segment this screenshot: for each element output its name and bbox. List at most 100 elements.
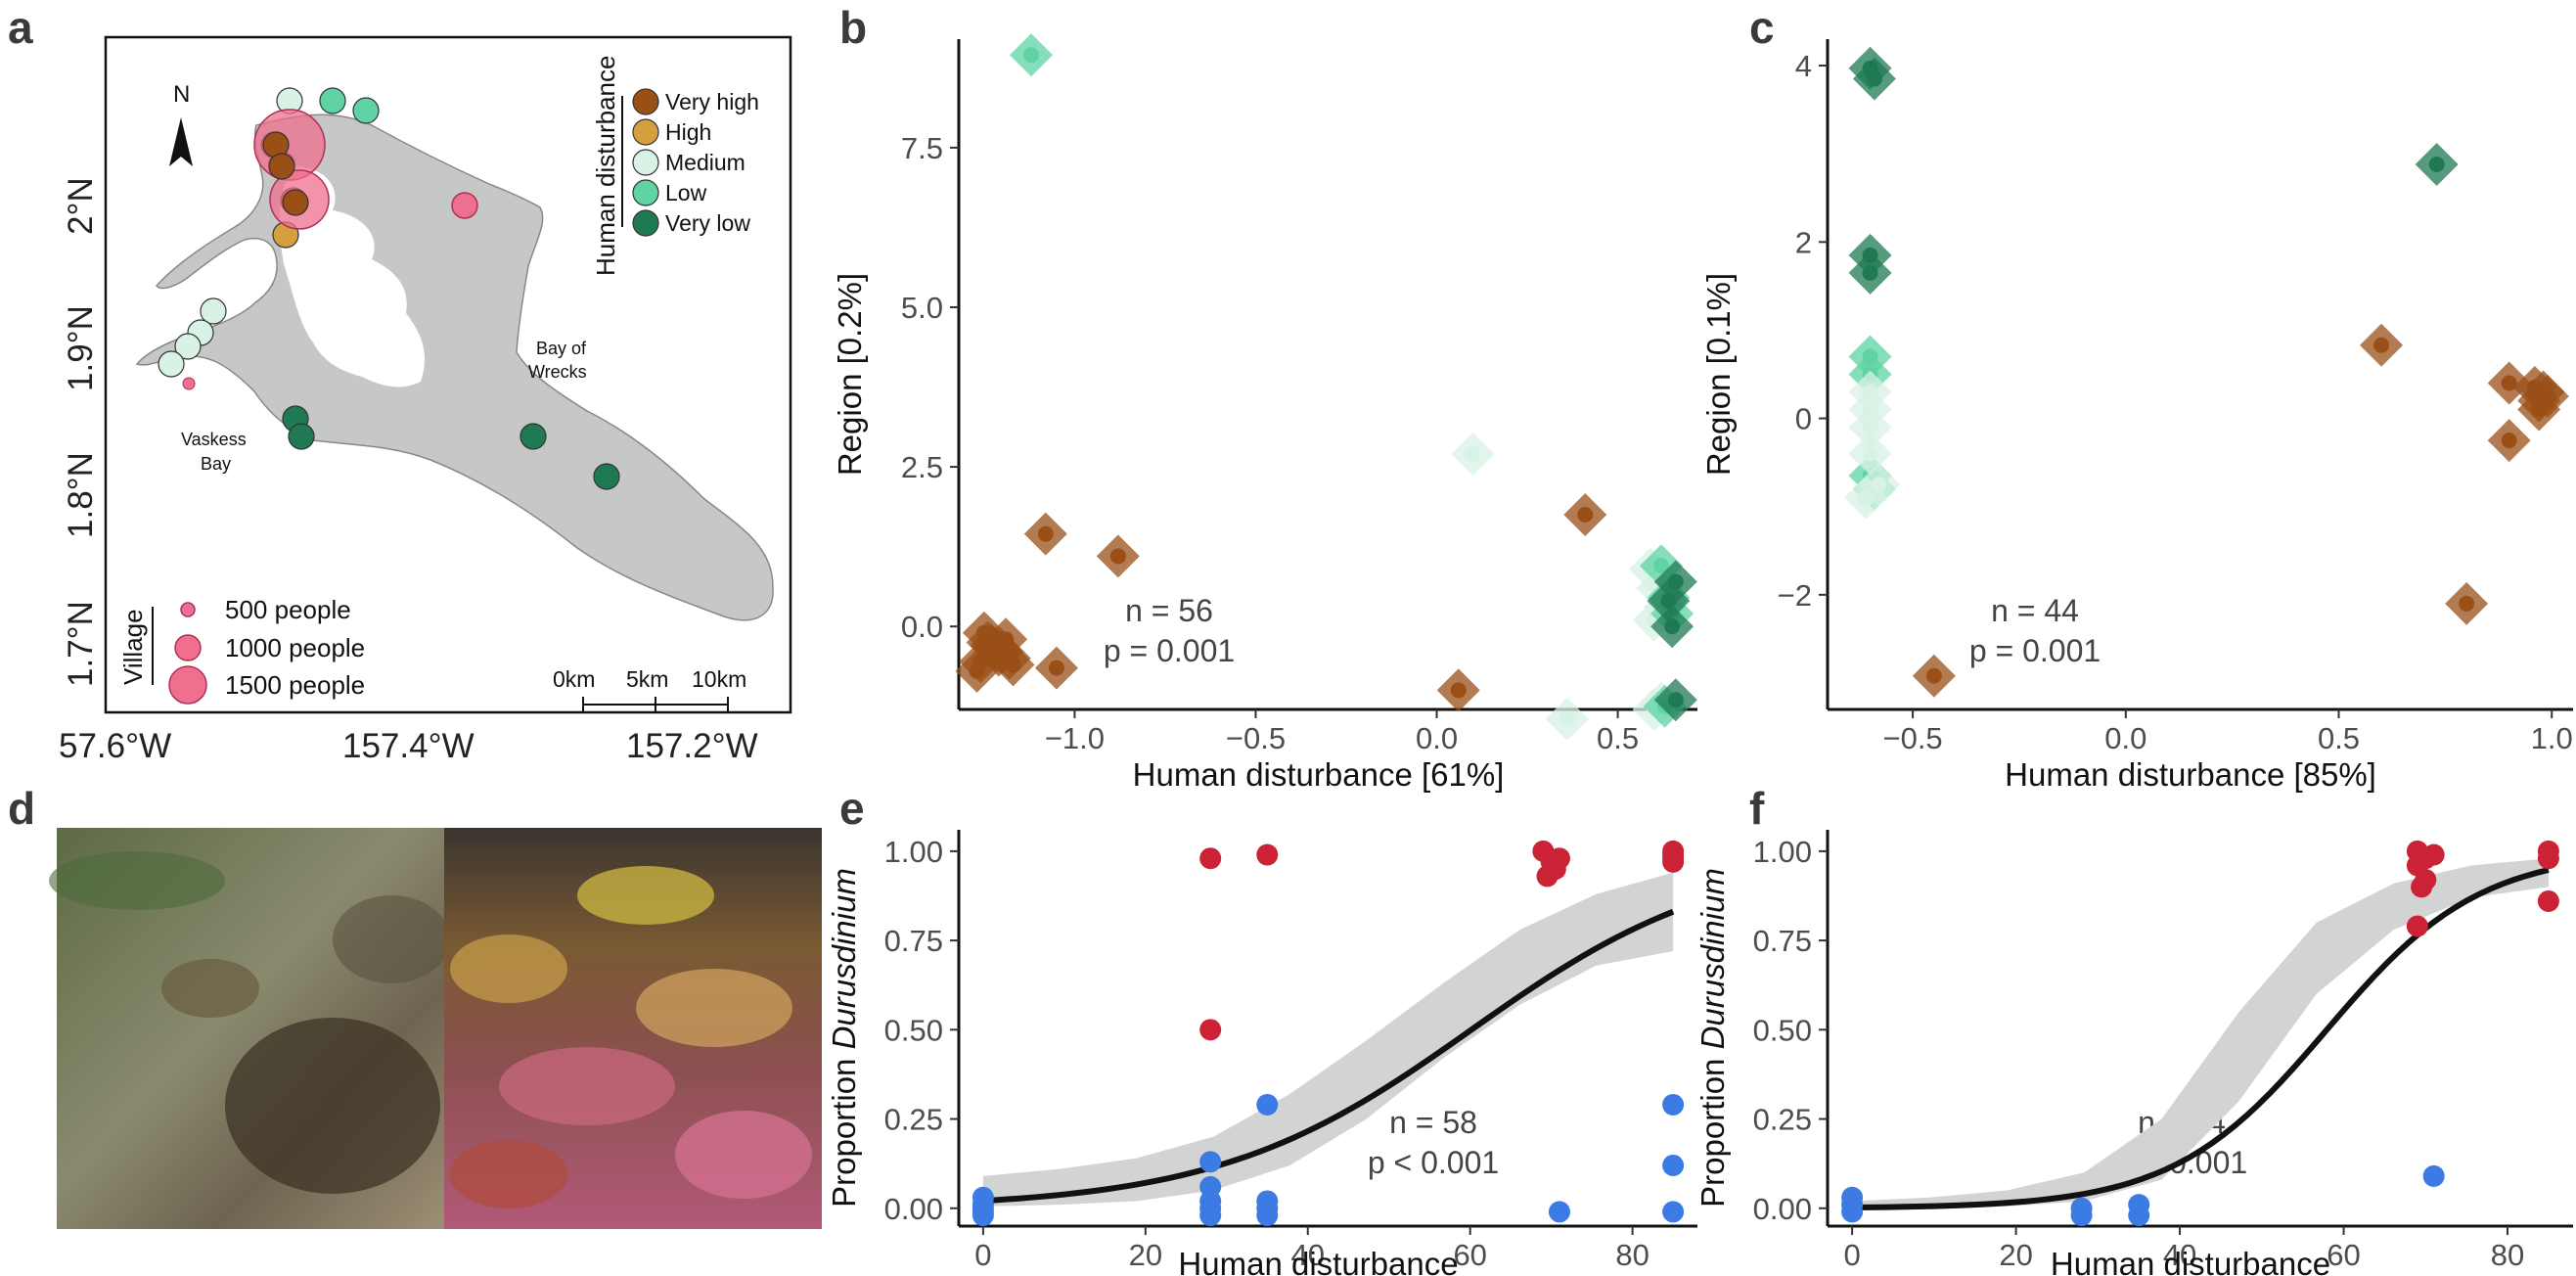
legend-swatch-medium [632,149,659,176]
y-axis-title-c: Region [0.1%] [1700,273,1737,476]
seagrass-reef-photo [49,828,450,1229]
ytick-label-c-0: −2 [1778,578,1812,613]
legend-label-medium: Medium [665,150,746,175]
diamond-center-c-4 [2428,156,2445,172]
north-label: N [173,81,190,108]
disturbance-legend: Very high High Medium Low Very low [632,88,759,237]
ytick-label-b-3: 7.5 [901,131,943,165]
map-site-13 [520,423,547,450]
ytick-label-e-0: 0.00 [884,1192,943,1226]
xtick-label-f-2: 40 [2163,1238,2196,1272]
xtick-label-b-2: 0.0 [1416,721,1458,755]
scale-label-0: 0km [553,666,595,692]
place-label-vaskess-1: Vaskess [181,430,247,449]
panel-label-e: e [839,783,865,834]
map-site-top-2 [282,189,309,216]
chart-e: 0 20 40 60 80 0.00 0.25 0.50 0.75 1.00 Human distu… [826,830,1697,1276]
village-legend-swatch-1 [174,634,202,661]
diamond-center-c-12 [1862,445,1878,462]
diamond-center-c-18 [2501,433,2517,449]
scale-label-10: 10km [692,666,746,692]
village-markers [182,109,478,390]
ytick-label-e-2: 0.50 [884,1013,943,1047]
durusdinium-point-blue-f-7 [2422,1164,2445,1187]
xtick-label-f-3: 60 [2327,1238,2360,1272]
diamond-center-c-1 [1866,70,1882,87]
diamond-center-b-3 [1048,660,1064,676]
x-axis-title-e: Human disturbance [1178,1246,1458,1276]
diamond-center-c-17 [2459,595,2475,612]
diamond-center-b-2 [1109,548,1126,565]
scale-label-5: 5km [626,666,668,692]
y-axis-title-plain-e: Proportion [826,1049,862,1207]
chart-b: −1.0 −0.5 0.0 0.5 0.0 2.5 5.0 7.5 Human disturba… [832,33,1697,793]
diamond-center-c-16 [2373,337,2390,353]
xtick-label-c-3: 1.0 [2531,721,2573,755]
ytick-label-e-4: 1.00 [884,835,943,869]
diamond-center-b-30 [1664,618,1681,635]
durusdinium-point-blue-f-2 [1841,1201,1864,1223]
village-legend-swatch-2 [168,665,207,705]
legend-label-very-low: Very low [665,210,750,236]
durusdinium-point-blue-e-17 [1662,1201,1685,1223]
durusdinium-point-blue-e-14 [1548,1201,1570,1223]
durusdinium-point-blue-f-6 [2128,1205,2150,1227]
diamond-center-b-32 [1660,593,1677,610]
durusdinium-point-red-e-2 [1199,1019,1222,1041]
ytick-label-c-1: 0 [1795,402,1812,436]
village-legend-label-0: 500 people [225,595,351,624]
durusdinium-point-red-f-5 [2411,876,2433,898]
panel-label-a: a [8,2,33,53]
stat-n-c: n = 44 [1991,593,2079,628]
map-ytick-3: 1.8°N [62,452,100,538]
legend-label-very-high: Very high [665,89,759,114]
ytick-label-e-1: 0.25 [884,1103,943,1137]
diamond-center-b-0 [1023,47,1040,64]
durusdinium-point-red-f-6 [2406,915,2428,937]
village-marker-4 [182,377,196,390]
xtick-label-c-1: 0.0 [2104,721,2147,755]
durusdinium-point-red-f-9 [2537,889,2559,912]
xtick-label-b-3: 0.5 [1597,721,1639,755]
map-site-10 [158,350,185,378]
north-arrow-icon: N [169,81,193,166]
diamond-center-b-14 [969,662,985,679]
xtick-label-f-4: 80 [2491,1238,2524,1272]
ytick-label-f-2: 0.50 [1753,1013,1812,1047]
logistic-curve-e [982,908,1675,1205]
durusdinium-point-red-e-0 [1199,847,1222,870]
village-legend-label-2: 1500 people [225,670,365,700]
ytick-label-f-1: 0.25 [1753,1103,1812,1137]
durusdinium-point-blue-e-15 [1662,1093,1685,1116]
map-xtick-2: 157.4°W [342,727,475,765]
diamond-center-b-13 [1005,657,1021,673]
diamond-center-b-1 [1037,525,1054,542]
diamond-center-c-11 [1862,419,1878,435]
durusdinium-point-blue-e-9 [1199,1205,1222,1227]
diamond-center-b-18 [1559,710,1575,727]
x-axis-title-f: Human disturbance [2051,1246,2330,1276]
ytick-label-b-0: 0.0 [901,610,943,644]
durusdinium-point-blue-e-4 [972,1201,994,1223]
durusdinium-point-blue-e-5 [1199,1151,1222,1173]
xtick-label-b-0: −1.0 [1045,721,1105,755]
x-axis-title-c: Human disturbance [85%] [2005,756,2376,793]
logistic-curve-f [1852,867,2550,1211]
chart-c: −0.5 0.0 0.5 1.0 −2 0 2 4 Human disturbance [85%… [1700,39,2573,793]
stat-p-b: p = 0.001 [1104,633,1235,668]
durusdinium-point-blue-e-13 [1256,1205,1279,1227]
place-label-bay-of-wrecks-2: Wrecks [528,362,587,382]
legend-swatch-very-low [632,209,659,237]
village-marker-3 [451,192,478,219]
diamond-center-b-31 [1667,692,1684,708]
confidence-band-e [982,872,1674,1207]
map-site-7 [200,297,227,325]
ytick-label-f-0: 0.00 [1753,1192,1812,1226]
ytick-label-c-2: 2 [1795,225,1812,259]
xtick-label-b-1: −0.5 [1226,721,1286,755]
durusdinium-point-blue-f-4 [2070,1205,2093,1227]
panel-label-c: c [1749,2,1775,53]
durusdinium-point-blue-e-10 [1256,1093,1279,1116]
durusdinium-point-blue-e-16 [1662,1154,1685,1176]
ytick-label-b-1: 2.5 [901,450,943,484]
